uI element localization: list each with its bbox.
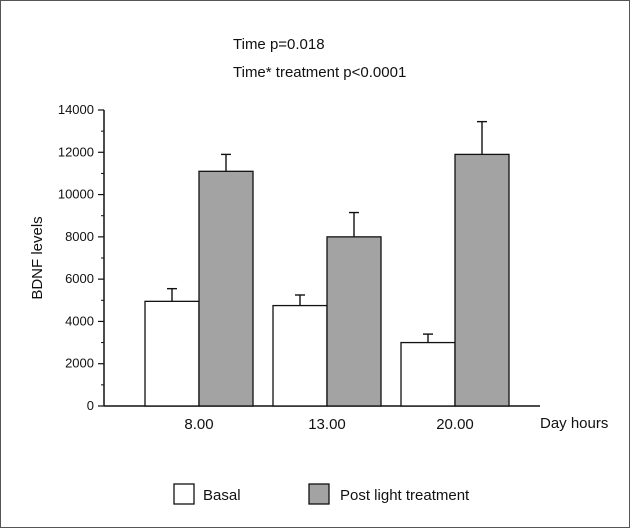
x-category-label: 13.00 [308, 416, 346, 433]
y-axis-label: BDNF levels [29, 216, 46, 299]
y-tick-label: 4000 [65, 313, 94, 328]
bar-post-light-0 [198, 170, 254, 407]
y-tick-label: 0 [87, 398, 94, 413]
y-tick-label: 12000 [58, 144, 94, 159]
x-category-label: 20.00 [436, 416, 474, 433]
bar-basal-0 [144, 300, 200, 407]
legend: Basal Post light treatment [173, 483, 470, 505]
annotation-interaction: Time* treatment p<0.0001 [233, 64, 406, 81]
bar-post-light-1 [326, 236, 382, 407]
bar-basal-1 [272, 304, 328, 407]
x-category-label: 8.00 [184, 416, 213, 433]
y-tick-label: 6000 [65, 271, 94, 286]
legend-label-post-light: Post light treatment [340, 487, 470, 504]
legend-swatch-post-light [308, 483, 330, 505]
legend-label-basal: Basal [203, 487, 241, 504]
y-tick-label: 10000 [58, 187, 94, 202]
x-axis-label: Day hours [540, 415, 608, 432]
bar-post-light-2 [454, 153, 510, 407]
y-tick-label: 8000 [65, 229, 94, 244]
legend-swatch-basal [173, 483, 195, 505]
bar-basal-2 [400, 341, 456, 407]
y-tick-label: 2000 [65, 356, 94, 371]
annotation-time: Time p=0.018 [233, 36, 325, 53]
y-tick-label: 14000 [58, 102, 94, 117]
